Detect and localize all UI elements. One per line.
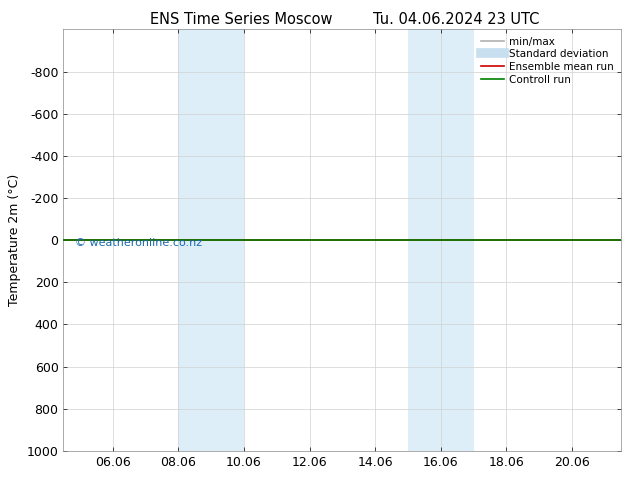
Text: Tu. 04.06.2024 23 UTC: Tu. 04.06.2024 23 UTC bbox=[373, 12, 540, 27]
Bar bbox=[178, 29, 244, 451]
Text: © weatheronline.co.nz: © weatheronline.co.nz bbox=[75, 238, 202, 248]
Text: ENS Time Series Moscow: ENS Time Series Moscow bbox=[150, 12, 332, 27]
Legend: min/max, Standard deviation, Ensemble mean run, Controll run: min/max, Standard deviation, Ensemble me… bbox=[477, 32, 618, 89]
Y-axis label: Temperature 2m (°C): Temperature 2m (°C) bbox=[8, 174, 21, 306]
Bar bbox=[408, 29, 474, 451]
